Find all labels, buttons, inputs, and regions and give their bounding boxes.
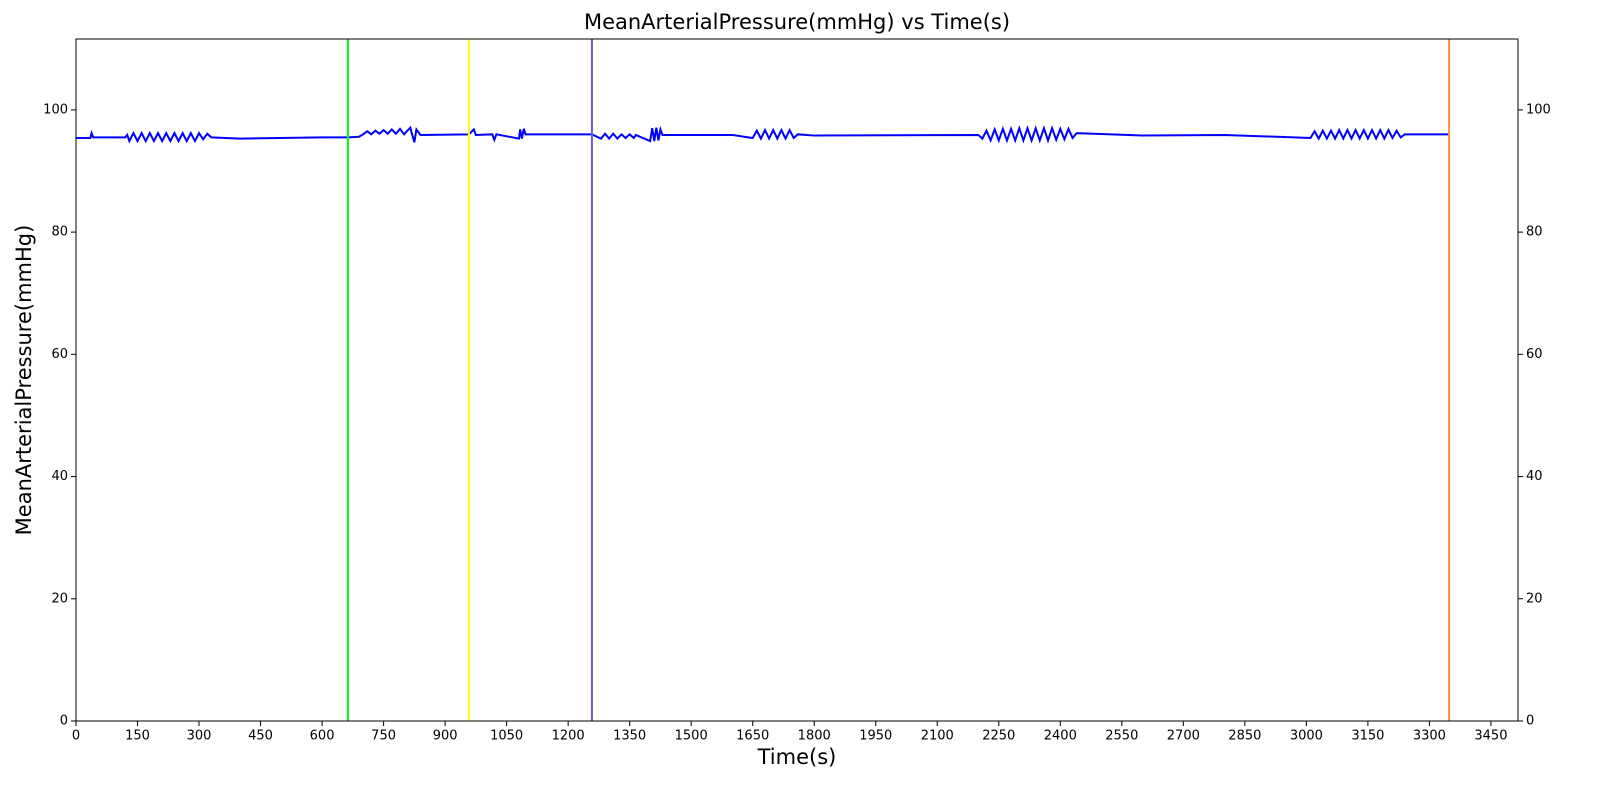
y-axis-label: MeanArterialPressure(mmHg) bbox=[12, 225, 36, 536]
x-tick-label: 1950 bbox=[859, 729, 892, 744]
y2-tick-label: 80 bbox=[1526, 225, 1543, 240]
y-tick-label: 0 bbox=[60, 714, 68, 729]
y2-tick-label: 20 bbox=[1526, 591, 1543, 606]
y-tick-label: 60 bbox=[51, 347, 68, 362]
x-tick-label: 3000 bbox=[1290, 729, 1323, 744]
x-tick-label: 3300 bbox=[1413, 729, 1446, 744]
x-tick-label: 750 bbox=[371, 729, 396, 744]
x-tick-label: 2700 bbox=[1167, 729, 1200, 744]
x-tick-label: 1350 bbox=[613, 729, 646, 744]
x-tick-label: 1800 bbox=[798, 729, 831, 744]
x-tick-label: 2100 bbox=[921, 729, 954, 744]
x-tick-label: 3450 bbox=[1474, 729, 1507, 744]
x-tick-label: 0 bbox=[72, 729, 80, 744]
x-tick-label: 150 bbox=[125, 729, 150, 744]
y-tick-label: 40 bbox=[51, 469, 68, 484]
x-tick-label: 1050 bbox=[490, 729, 523, 744]
y2-tick-label: 0 bbox=[1526, 714, 1534, 729]
x-tick-label: 3150 bbox=[1351, 729, 1384, 744]
x-tick-label: 1200 bbox=[552, 729, 585, 744]
y-tick-label: 80 bbox=[51, 225, 68, 240]
y2-tick-label: 60 bbox=[1526, 347, 1543, 362]
chart-title: MeanArterialPressure(mmHg) vs Time(s) bbox=[584, 10, 1010, 34]
plot-frame bbox=[75, 38, 1519, 722]
x-tick-label: 2250 bbox=[982, 729, 1015, 744]
data-line bbox=[76, 125, 1450, 144]
y2-tick-label: 100 bbox=[1526, 102, 1551, 117]
x-tick-label: 450 bbox=[248, 729, 273, 744]
y-tick-label: 100 bbox=[43, 102, 68, 117]
x-tick-label: 900 bbox=[433, 729, 458, 744]
x-tick-label: 2400 bbox=[1044, 729, 1077, 744]
x-axis-label: Time(s) bbox=[757, 745, 837, 769]
x-tick-label: 2550 bbox=[1105, 729, 1138, 744]
x-tick-label: 2850 bbox=[1228, 729, 1261, 744]
x-tick-label: 1650 bbox=[736, 729, 769, 744]
x-tick-label: 1500 bbox=[675, 729, 708, 744]
x-tick-label: 300 bbox=[187, 729, 212, 744]
x-tick-label: 600 bbox=[310, 729, 335, 744]
y2-tick-label: 40 bbox=[1526, 469, 1543, 484]
y-tick-label: 20 bbox=[51, 591, 68, 606]
